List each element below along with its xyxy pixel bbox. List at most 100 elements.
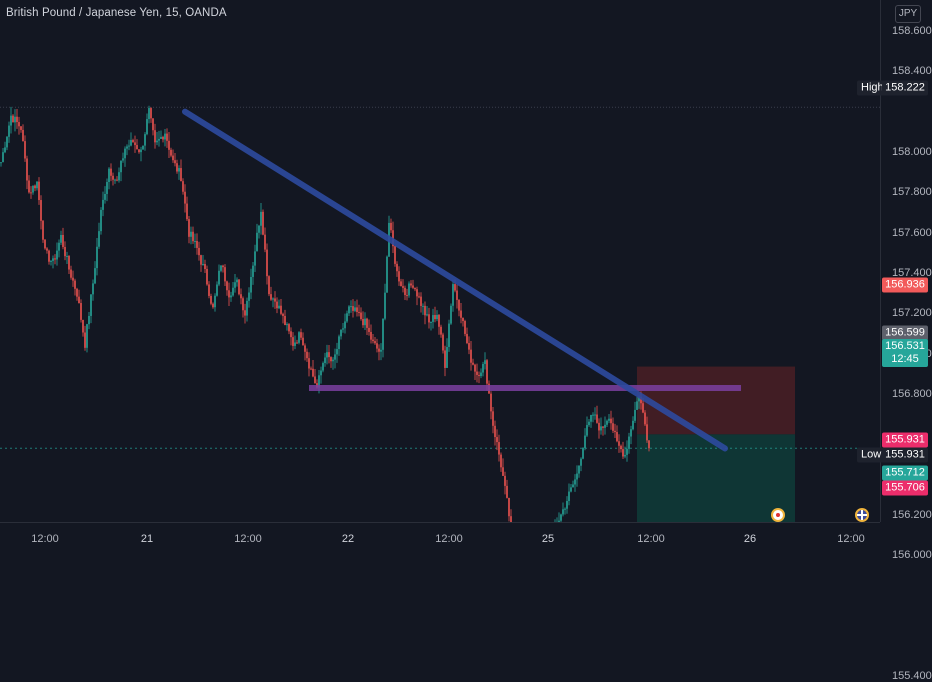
candle-bull: [248, 292, 250, 301]
price-axis[interactable]: [880, 0, 932, 522]
candle-bull: [140, 149, 142, 153]
candle-bear: [314, 376, 316, 384]
candle-bear: [374, 341, 376, 344]
candle-bear: [112, 175, 114, 180]
last-price-tag: 156.531 12:45: [882, 339, 928, 367]
candle-bull: [8, 125, 10, 137]
candle-bear: [44, 239, 46, 249]
candle-bull: [560, 514, 562, 521]
candle-bull: [194, 241, 196, 243]
candle-bear: [598, 422, 600, 431]
candle-bull: [142, 145, 144, 150]
candle-bull: [318, 375, 320, 388]
candle-bear: [168, 140, 170, 150]
candle-bear: [306, 351, 308, 359]
symbol-title[interactable]: British Pound / Japanese Yen, 15, OANDA: [6, 7, 227, 19]
candle-bear: [78, 296, 80, 304]
candle-bear: [416, 289, 418, 297]
candle-bull: [100, 209, 102, 232]
candle-bear: [150, 108, 152, 119]
candle-bull: [482, 363, 484, 373]
candle-bull: [354, 307, 356, 311]
candle-bear: [186, 203, 188, 220]
candle-bull: [272, 298, 274, 300]
currency-button[interactable]: JPY: [895, 5, 921, 23]
candle-bear: [196, 241, 198, 248]
candle-bear: [504, 475, 506, 486]
time-tick-day: 25: [541, 533, 555, 545]
candle-bull: [572, 484, 574, 488]
candle-bear: [406, 295, 408, 297]
candle-bull: [426, 314, 428, 316]
price-tick-label: 156.800: [892, 388, 932, 400]
candle-bull: [564, 508, 566, 510]
candle-bear: [208, 284, 210, 296]
candle-bear: [610, 418, 612, 424]
candle-bull: [624, 454, 626, 457]
candle-bear: [162, 136, 164, 140]
candle-bear: [270, 294, 272, 300]
candle-bull: [632, 420, 634, 430]
candle-bear: [420, 296, 422, 306]
jpy-event-icon[interactable]: [771, 508, 785, 522]
candle-bear: [402, 286, 404, 288]
candle-bull: [588, 421, 590, 426]
candle-bear: [458, 299, 460, 311]
gbp-event-icon[interactable]: [855, 508, 869, 522]
candle-bear: [372, 339, 374, 342]
chart-area[interactable]: [0, 0, 880, 522]
candle-bear: [498, 442, 500, 455]
candle-bull: [600, 426, 602, 431]
candle-bull: [218, 270, 220, 285]
candle-bear: [42, 220, 44, 240]
candle-bull: [384, 292, 386, 319]
candle-bull: [56, 250, 58, 260]
bar-countdown: 12:45: [891, 353, 919, 365]
time-axis[interactable]: [0, 522, 880, 551]
candle-bull: [120, 160, 122, 173]
candle-bull: [342, 328, 344, 330]
candle-bull: [446, 346, 448, 368]
candlestick-chart[interactable]: [0, 0, 880, 522]
candle-bear: [240, 294, 242, 299]
candle-bull: [608, 418, 610, 421]
price-tick-label: 158.400: [892, 65, 932, 78]
candle-bull: [4, 147, 6, 153]
candle-bull: [322, 363, 324, 371]
candle-bull: [336, 349, 338, 355]
candle-bear: [312, 368, 314, 377]
candle-bull: [562, 509, 564, 515]
candle-bear: [264, 234, 266, 250]
candle-bear: [132, 140, 134, 143]
candle-bear: [38, 181, 40, 201]
candle-bear: [414, 287, 416, 290]
candle-bull: [10, 115, 12, 126]
candle-bear: [16, 116, 18, 123]
candle-bear: [640, 396, 642, 404]
candle-bear: [622, 449, 624, 457]
candle-bear: [500, 454, 502, 468]
candle-bull: [606, 420, 608, 425]
candle-bear: [470, 349, 472, 363]
low-price-tag: 155.931: [882, 447, 928, 463]
candle-bear: [54, 258, 56, 260]
time-tick-day: 26: [743, 533, 757, 545]
candle-bear: [614, 430, 616, 433]
candle-bear: [26, 158, 28, 181]
candle-bull: [604, 424, 606, 428]
candle-bear: [116, 179, 118, 181]
candle-bull: [254, 251, 256, 266]
candle-bull: [326, 352, 328, 358]
candle-bull: [102, 199, 104, 210]
candle-bull: [452, 284, 454, 306]
candle-bull: [286, 324, 288, 326]
time-tick-day: 22: [341, 533, 355, 545]
candle-bear: [276, 301, 278, 309]
candle-bear: [620, 445, 622, 450]
candle-bear: [224, 267, 226, 282]
candle-bull: [592, 414, 594, 416]
candle-bull: [636, 401, 638, 410]
low-level-tag: 155.931: [882, 432, 928, 448]
candle-bear: [154, 130, 156, 143]
candle-bear: [64, 246, 66, 257]
